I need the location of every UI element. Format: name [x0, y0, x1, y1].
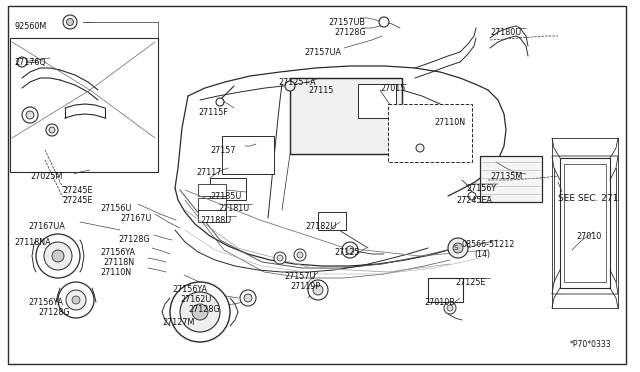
Text: 27157U: 27157U: [284, 272, 316, 281]
Text: S: S: [454, 245, 458, 251]
Text: 27128G: 27128G: [334, 28, 365, 37]
Bar: [198, 210, 226, 222]
Text: *P70*0333: *P70*0333: [570, 340, 612, 349]
Circle shape: [58, 282, 94, 318]
Circle shape: [180, 292, 220, 332]
Bar: [564, 164, 606, 282]
Bar: [290, 78, 402, 154]
Circle shape: [453, 243, 463, 253]
Circle shape: [277, 255, 283, 261]
Circle shape: [342, 242, 358, 258]
Text: 27125+A: 27125+A: [278, 78, 316, 87]
Text: 27010B: 27010B: [424, 298, 455, 307]
Text: 27156YA: 27156YA: [172, 285, 207, 294]
Text: 27117: 27117: [196, 168, 221, 177]
Circle shape: [44, 242, 72, 270]
Circle shape: [192, 304, 208, 320]
Circle shape: [416, 144, 424, 152]
Text: 27128G: 27128G: [118, 235, 150, 244]
Text: 27125: 27125: [334, 248, 360, 257]
Bar: [10, 38, 158, 172]
Text: 27157UA: 27157UA: [304, 48, 341, 57]
Text: 27015: 27015: [380, 84, 405, 93]
Circle shape: [17, 57, 27, 67]
Circle shape: [49, 127, 55, 133]
Bar: [318, 212, 346, 230]
Text: 27167U: 27167U: [120, 214, 152, 223]
Text: 27245E: 27245E: [62, 196, 93, 205]
Text: 27156YA: 27156YA: [28, 298, 63, 307]
Circle shape: [36, 234, 80, 278]
Circle shape: [67, 19, 74, 26]
Text: 27167UA: 27167UA: [28, 222, 65, 231]
Text: 27185U: 27185U: [210, 192, 241, 201]
Text: 08566-51212: 08566-51212: [462, 240, 515, 249]
Circle shape: [46, 124, 58, 136]
Circle shape: [444, 302, 456, 314]
Text: 27156Y: 27156Y: [466, 184, 496, 193]
Text: 27180U: 27180U: [490, 28, 521, 37]
Text: 27118NA: 27118NA: [14, 238, 51, 247]
Text: 27157: 27157: [210, 146, 236, 155]
Bar: [560, 158, 610, 288]
Text: 27157UB: 27157UB: [328, 18, 365, 27]
Text: 27125E: 27125E: [455, 278, 486, 287]
Text: 27025M: 27025M: [30, 172, 62, 181]
Circle shape: [72, 296, 80, 304]
Text: 27182U: 27182U: [305, 222, 337, 231]
Circle shape: [216, 98, 224, 106]
Text: 27110N: 27110N: [434, 118, 465, 127]
Text: 27010: 27010: [576, 232, 601, 241]
Bar: [290, 78, 402, 154]
Circle shape: [22, 107, 38, 123]
Circle shape: [313, 285, 323, 295]
Bar: [210, 178, 246, 200]
Circle shape: [379, 17, 389, 27]
Text: 27115: 27115: [308, 86, 333, 95]
Text: 27176Q: 27176Q: [14, 58, 45, 67]
Text: 27128G: 27128G: [38, 308, 70, 317]
Text: 27245E: 27245E: [62, 186, 93, 195]
Text: 27110N: 27110N: [100, 268, 131, 277]
Bar: [358, 84, 396, 118]
Circle shape: [297, 252, 303, 258]
Text: 27156YA: 27156YA: [100, 248, 135, 257]
Text: 27118N: 27118N: [103, 258, 134, 267]
Circle shape: [308, 280, 328, 300]
Text: 27181U: 27181U: [218, 204, 249, 213]
Circle shape: [468, 192, 476, 200]
Circle shape: [244, 294, 252, 302]
Text: SEE SEC. 271: SEE SEC. 271: [558, 194, 618, 203]
Circle shape: [346, 246, 354, 254]
Text: 92560M: 92560M: [14, 22, 46, 31]
Circle shape: [170, 282, 230, 342]
Text: 27156U: 27156U: [100, 204, 131, 213]
Text: (14): (14): [474, 250, 490, 259]
Text: 27162U: 27162U: [180, 295, 211, 304]
Text: 27245EA: 27245EA: [456, 196, 492, 205]
Text: 27135M: 27135M: [490, 172, 522, 181]
Circle shape: [52, 250, 64, 262]
Circle shape: [447, 305, 453, 311]
Circle shape: [274, 252, 286, 264]
Text: 27188U: 27188U: [200, 216, 231, 225]
Text: 27127M: 27127M: [162, 318, 195, 327]
Circle shape: [285, 81, 295, 91]
Circle shape: [66, 290, 86, 310]
Circle shape: [294, 249, 306, 261]
Bar: [388, 104, 472, 162]
Text: 27115F: 27115F: [198, 108, 228, 117]
Bar: [198, 184, 226, 196]
Text: 27128G: 27128G: [188, 305, 220, 314]
Circle shape: [63, 15, 77, 29]
Bar: [198, 198, 226, 210]
Bar: [222, 136, 274, 174]
Text: 27119P: 27119P: [290, 282, 320, 291]
Circle shape: [240, 290, 256, 306]
Bar: [480, 156, 542, 202]
Bar: [428, 278, 463, 302]
Circle shape: [448, 238, 468, 258]
Circle shape: [26, 111, 34, 119]
